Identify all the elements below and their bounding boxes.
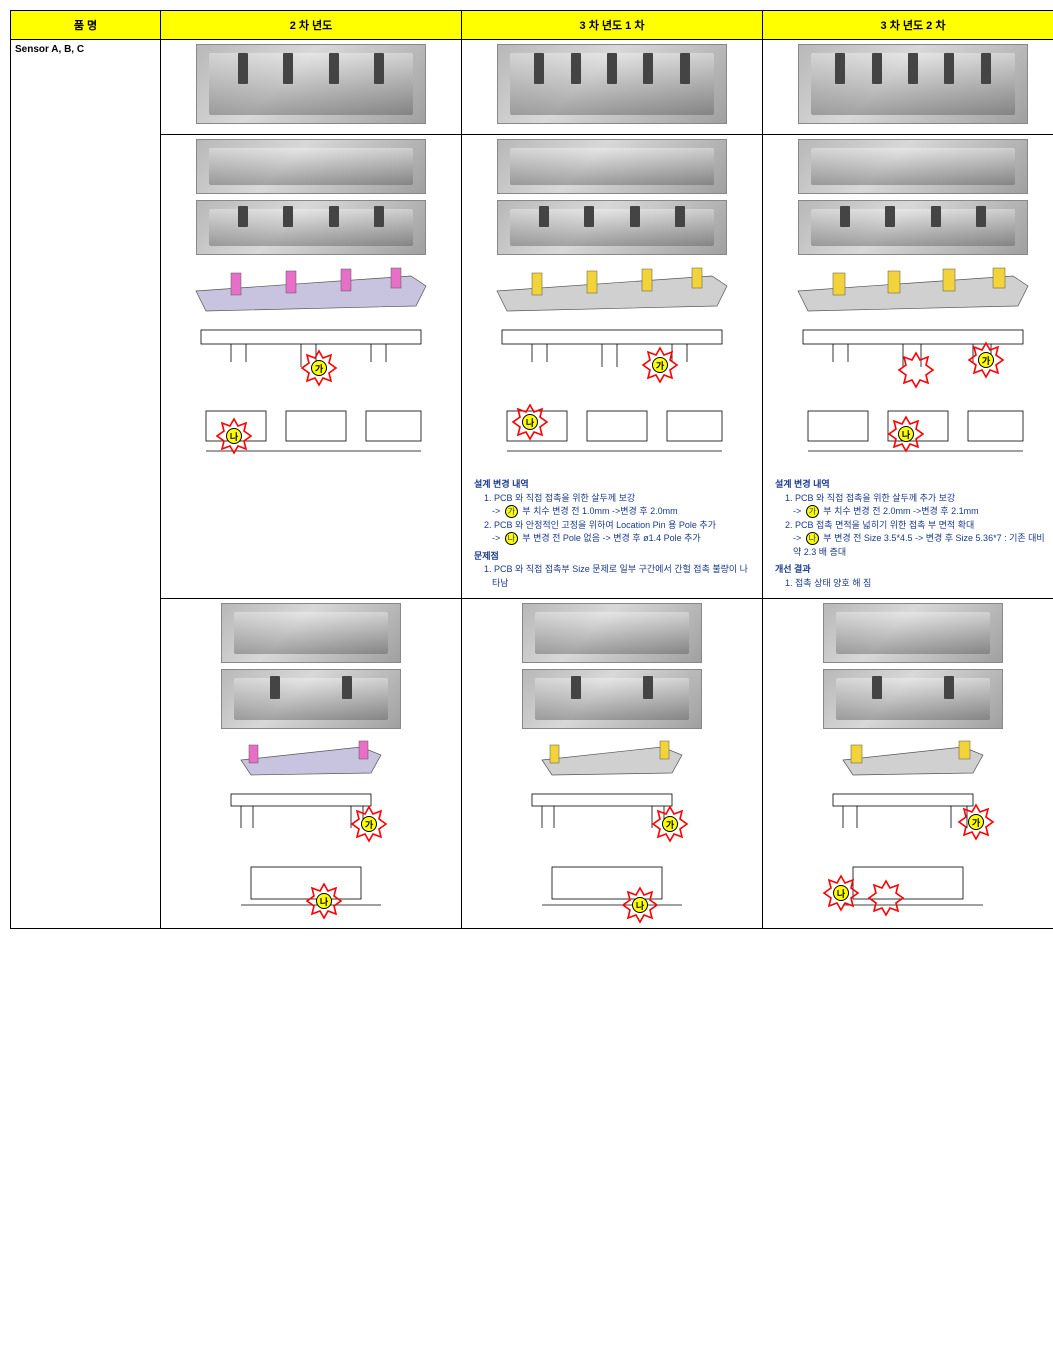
callout-starburst bbox=[868, 880, 904, 916]
table-row: 가 나 bbox=[11, 135, 1053, 599]
engineering-drawing: 가 bbox=[793, 322, 1033, 392]
engineering-drawing: 가 bbox=[492, 322, 732, 392]
callout-starburst bbox=[898, 352, 934, 388]
product-photo bbox=[497, 44, 727, 124]
description-block: 설계 변경 내역 1. PCB 와 직접 접촉을 위한 살두께 추가 보강 ->… bbox=[767, 470, 1053, 594]
engineering-drawing: 가 bbox=[512, 786, 712, 851]
engineering-drawing: 가 bbox=[191, 322, 431, 392]
callout-ga: 가 bbox=[351, 806, 387, 842]
cad-isometric bbox=[492, 261, 732, 316]
engineering-drawing: 가 bbox=[813, 786, 1013, 851]
desc-subitem: -> 나 부 변경 전 Pole 없음 -> 변경 후 ø1.4 Pole 추가 bbox=[474, 532, 750, 546]
desc-subitem: -> 가 부 치수 변경 전 2.0mm ->변경 후 2.1mm bbox=[775, 505, 1051, 519]
callout-label: 가 bbox=[968, 814, 984, 830]
desc-subitem: -> 가 부 치수 변경 전 1.0mm ->변경 후 2.0mm bbox=[474, 505, 750, 519]
desc-subitem: -> 나 부 변경 전 Size 3.5*4.5 -> 변경 후 Size 5.… bbox=[775, 532, 1051, 559]
inline-badge-na: 나 bbox=[806, 532, 819, 545]
desc-item: 2. PCB 와 안정적인 고정을 위하여 Location Pin 용 Pol… bbox=[482, 519, 750, 533]
product-photo bbox=[823, 669, 1003, 729]
cell-y2-bottom: 가 나 bbox=[161, 599, 462, 929]
callout-ga: 가 bbox=[958, 804, 994, 840]
callout-na: 나 bbox=[622, 887, 658, 923]
callout-label: 가 bbox=[361, 816, 377, 832]
callout-label: 나 bbox=[316, 893, 332, 909]
desc-heading: 설계 변경 내역 bbox=[474, 478, 750, 492]
desc-heading: 문제점 bbox=[474, 550, 750, 564]
callout-label: 가 bbox=[311, 360, 327, 376]
callout-ga: 가 bbox=[642, 347, 678, 383]
table-row: 가 나 bbox=[11, 599, 1053, 929]
callout-ga: 가 bbox=[652, 806, 688, 842]
callout-label: 가 bbox=[978, 352, 994, 368]
cell-y31-bottom: 가 나 bbox=[462, 599, 763, 929]
engineering-drawing: 나 bbox=[813, 855, 1013, 920]
desc-item: 1. PCB 와 직접 접촉을 위한 살두께 추가 보강 bbox=[783, 492, 1051, 506]
callout-label: 나 bbox=[522, 414, 538, 430]
product-photo bbox=[497, 200, 727, 255]
product-photo bbox=[196, 139, 426, 194]
description-block: 설계 변경 내역 1. PCB 와 직접 접촉을 위한 살두께 보강 -> 가 … bbox=[466, 470, 758, 594]
desc-heading: 설계 변경 내역 bbox=[775, 478, 1051, 492]
cad-isometric bbox=[532, 735, 692, 780]
callout-label: 나 bbox=[898, 426, 914, 442]
comparison-table: 품 명 2 차 년도 3 차 년도 1 차 3 차 년도 2 차 Sensor … bbox=[10, 10, 1053, 929]
header-year3-2: 3 차 년도 2 차 bbox=[763, 11, 1053, 40]
callout-na: 나 bbox=[306, 883, 342, 919]
callout-label: 나 bbox=[226, 428, 242, 444]
product-photo bbox=[522, 669, 702, 729]
product-photo bbox=[497, 139, 727, 194]
callout-label: 가 bbox=[662, 816, 678, 832]
engineering-drawing: 나 bbox=[191, 396, 431, 466]
callout-ga: 가 bbox=[968, 342, 1004, 378]
row-label-sensor: Sensor A, B, C bbox=[11, 40, 161, 929]
inline-badge-ga: 가 bbox=[505, 505, 518, 518]
header-name: 품 명 bbox=[11, 11, 161, 40]
product-photo bbox=[221, 669, 401, 729]
desc-item: 2. PCB 접촉 면적을 넓히기 위한 접촉 부 면적 확대 bbox=[783, 519, 1051, 533]
product-photo bbox=[196, 44, 426, 124]
product-photo bbox=[221, 603, 401, 663]
product-photo bbox=[522, 603, 702, 663]
desc-item: 1. 접촉 상태 양호 해 짐 bbox=[783, 577, 1051, 591]
callout-na: 나 bbox=[512, 404, 548, 440]
callout-na: 나 bbox=[888, 416, 924, 452]
engineering-drawing: 나 bbox=[211, 855, 411, 920]
table-header-row: 품 명 2 차 년도 3 차 년도 1 차 3 차 년도 2 차 bbox=[11, 11, 1053, 40]
engineering-drawing: 나 bbox=[512, 855, 712, 920]
callout-label: 나 bbox=[632, 897, 648, 913]
callout-na: 나 bbox=[216, 418, 252, 454]
cell-y31-photo1 bbox=[462, 40, 763, 135]
inline-badge-na: 나 bbox=[505, 532, 518, 545]
cell-y2-composite: 가 나 bbox=[161, 135, 462, 599]
cad-isometric bbox=[793, 261, 1033, 316]
product-photo bbox=[798, 200, 1028, 255]
engineering-drawing: 가 bbox=[211, 786, 411, 851]
product-photo bbox=[798, 139, 1028, 194]
callout-label: 나 bbox=[833, 885, 849, 901]
product-photo bbox=[798, 44, 1028, 124]
desc-item: 1. PCB 와 직접 접촉부 Size 문제로 일부 구간에서 간헐 접촉 불… bbox=[482, 563, 750, 590]
cell-y31-composite: 가 나 bbox=[462, 135, 763, 599]
callout-ga: 가 bbox=[301, 350, 337, 386]
callout-na: 나 bbox=[823, 875, 859, 911]
product-photo bbox=[196, 200, 426, 255]
cell-y32-photo1 bbox=[763, 40, 1053, 135]
engineering-drawing: 나 bbox=[492, 396, 732, 466]
cell-y32-bottom: 가 나 bbox=[763, 599, 1053, 929]
engineering-drawing: 나 bbox=[793, 396, 1033, 466]
desc-item: 1. PCB 와 직접 접촉을 위한 살두께 보강 bbox=[482, 492, 750, 506]
cad-isometric bbox=[191, 261, 431, 316]
cad-isometric bbox=[231, 735, 391, 780]
inline-badge-ga: 가 bbox=[806, 505, 819, 518]
header-year2: 2 차 년도 bbox=[161, 11, 462, 40]
cell-y32-composite: 가 bbox=[763, 135, 1053, 599]
table-row: Sensor A, B, C bbox=[11, 40, 1053, 135]
cad-isometric bbox=[833, 735, 993, 780]
cell-y2-photo1 bbox=[161, 40, 462, 135]
desc-heading: 개선 결과 bbox=[775, 563, 1051, 577]
product-photo bbox=[823, 603, 1003, 663]
callout-label: 가 bbox=[652, 357, 668, 373]
header-year3-1: 3 차 년도 1 차 bbox=[462, 11, 763, 40]
